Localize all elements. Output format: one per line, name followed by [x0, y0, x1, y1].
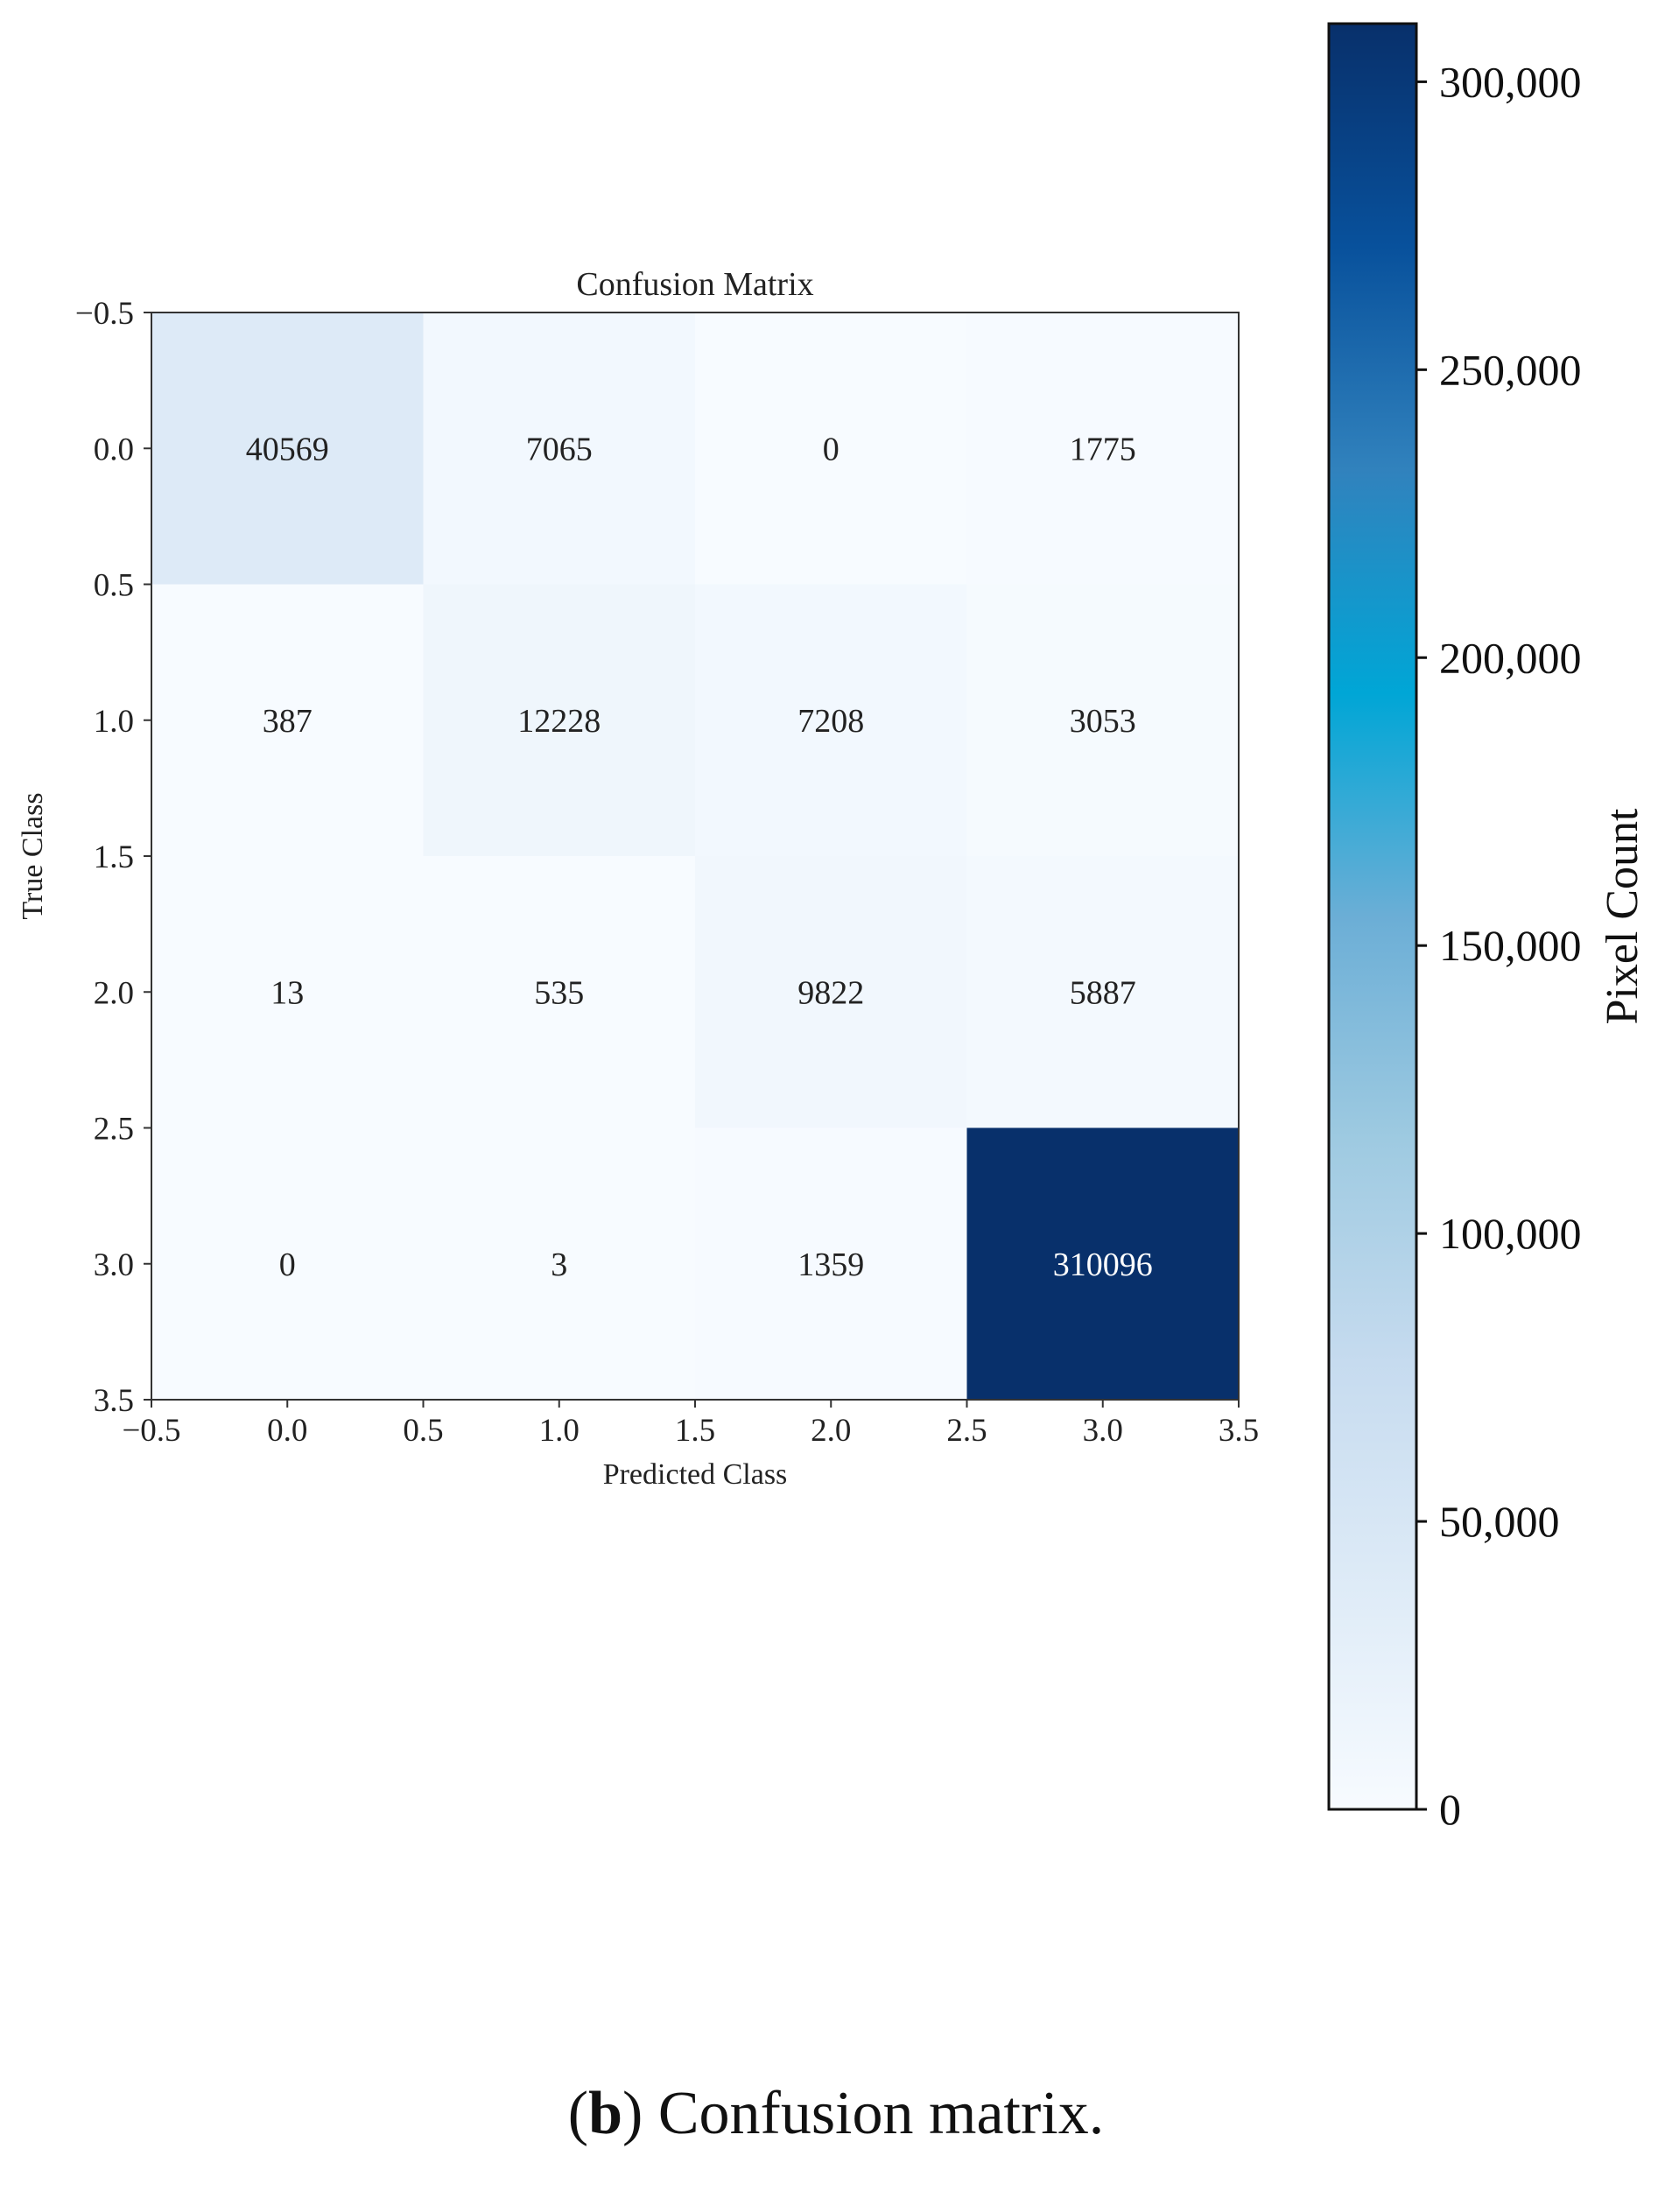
- cell-value-labels: 40569 7065 0 1775 387 12228 7208 3053 13 535 9822 5…: [246, 431, 1153, 1283]
- x-tick-label: 1.0: [539, 1413, 580, 1449]
- heatmap-cell: [151, 1127, 424, 1401]
- x-tick-label: 1.5: [675, 1413, 715, 1449]
- cell-value-label: 1775: [1070, 431, 1136, 467]
- figure-caption: (b) Confusion matrix.: [567, 2080, 1105, 2147]
- y-tick-label: 0.0: [94, 432, 134, 467]
- y-axis-label: True Class: [17, 792, 49, 919]
- cell-value-label: 7208: [797, 703, 864, 740]
- heatmap-cell: [966, 856, 1240, 1128]
- heatmap-cell: [151, 584, 424, 857]
- heatmap-cell: [695, 856, 967, 1128]
- x-axis-label: Predicted Class: [603, 1458, 788, 1491]
- heatmap-cell: [695, 1127, 967, 1401]
- colorbar-tick-label: 100,000: [1439, 1209, 1582, 1258]
- y-tick-label: −0.5: [75, 296, 134, 332]
- x-axis-ticks: −0.5 0.0 0.5 1.0 1.5 2.0 2.5 3.0 3.5: [122, 1400, 1259, 1449]
- heatmap-cell: [423, 856, 696, 1128]
- y-axis-ticks: −0.5 0.0 0.5 1.0 1.5 2.0 2.5 3.0 3.5: [75, 296, 151, 1419]
- colorbar-label: Pixel Count: [1598, 808, 1647, 1025]
- colorbar-ticks: 0 50,000 100,000 150,000 200,000 250,000 300,0…: [1416, 57, 1582, 1834]
- y-tick-label: 3.0: [94, 1247, 134, 1283]
- y-tick-label: 0.5: [94, 568, 134, 604]
- cell-value-label: 3: [551, 1246, 567, 1283]
- cell-value-label: 12228: [517, 703, 601, 740]
- heatmap-cell: [966, 1127, 1240, 1401]
- x-tick-label: 3.5: [1219, 1413, 1259, 1449]
- cell-value-label: 40569: [246, 431, 329, 467]
- heatmap-cell: [151, 312, 424, 585]
- y-tick-label: 3.5: [94, 1383, 134, 1419]
- x-tick-label: 0.0: [267, 1413, 307, 1449]
- heatmap-cell: [423, 1127, 696, 1401]
- y-tick-label: 2.5: [94, 1112, 134, 1148]
- cell-value-label: 1359: [797, 1246, 864, 1283]
- y-tick-label: 1.0: [94, 704, 134, 740]
- colorbar-tick-label: 300,000: [1439, 57, 1582, 106]
- colorbar: [1327, 22, 1418, 1811]
- cell-value-label: 9822: [797, 974, 864, 1011]
- heatmap-cell: [151, 856, 424, 1128]
- colorbar-tick-label: 50,000: [1439, 1497, 1560, 1546]
- cell-value-label: 3053: [1070, 703, 1136, 740]
- caption-text: Confusion matrix.: [643, 2080, 1105, 2147]
- heatmap-cell: [966, 584, 1240, 857]
- colorbar-tick-label: 200,000: [1439, 633, 1582, 682]
- chart-title: Confusion Matrix: [576, 266, 813, 303]
- cell-value-label: 535: [534, 974, 584, 1011]
- cell-value-label: 0: [823, 431, 840, 467]
- heatmap-cell: [695, 584, 967, 857]
- cell-value-label: 0: [279, 1246, 296, 1283]
- colorbar-tick-label: 150,000: [1439, 921, 1582, 970]
- cell-value-label: 5887: [1070, 974, 1136, 1011]
- heatmap-cell: [423, 584, 696, 857]
- colorbar-tick-label: 0: [1439, 1785, 1461, 1834]
- heatmap-cell: [966, 312, 1240, 585]
- confusion-matrix-chart: 40569 7065 0 1775 387 12228 7208 3053 13 535 9822 5…: [17, 22, 1647, 1834]
- x-tick-label: 2.5: [946, 1413, 987, 1449]
- cell-value-label: 387: [263, 703, 313, 740]
- cell-value-label: 13: [270, 974, 304, 1011]
- y-tick-label: 2.0: [94, 975, 134, 1011]
- heatmap-cell: [423, 312, 696, 585]
- x-tick-label: −0.5: [122, 1413, 180, 1449]
- x-tick-label: 2.0: [811, 1413, 851, 1449]
- heatmap-cell: [695, 312, 967, 585]
- cell-value-label: 310096: [1053, 1246, 1153, 1283]
- y-tick-label: 1.5: [94, 839, 134, 875]
- colorbar-tick-label: 250,000: [1439, 345, 1582, 394]
- x-tick-label: 3.0: [1083, 1413, 1123, 1449]
- cell-value-label: 7065: [526, 431, 593, 467]
- caption-label: b: [588, 2080, 622, 2147]
- x-tick-label: 0.5: [403, 1413, 443, 1449]
- heatmap-cells: [151, 312, 1240, 1401]
